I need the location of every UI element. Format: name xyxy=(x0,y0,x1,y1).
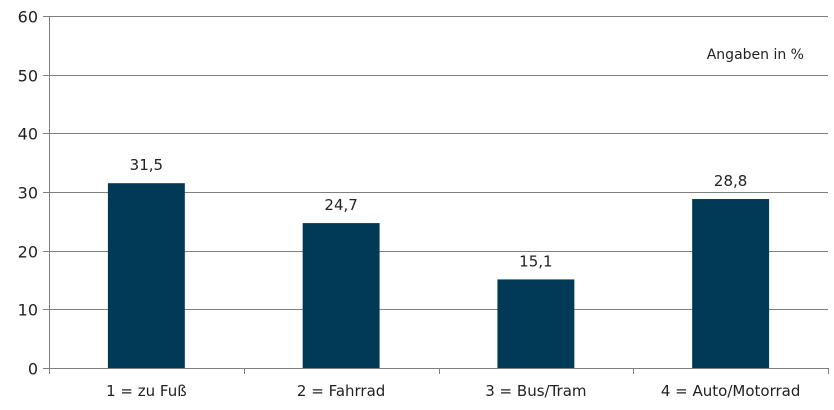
bar xyxy=(497,279,575,368)
bar-value-label: 28,8 xyxy=(714,172,747,190)
y-tick-label: 40 xyxy=(18,125,38,144)
labels: 0 10 20 30 40 50 60 31,5 1 = zu Fuß 24,7 2 = Fahrr… xyxy=(18,8,801,401)
bar-value-label: 31,5 xyxy=(130,156,163,174)
y-tick-label: 10 xyxy=(18,301,38,320)
y-tick-label: 30 xyxy=(18,184,38,203)
x-category-label: 3 = Bus/Tram xyxy=(485,382,586,400)
x-category-label: 4 = Auto/Motorrad xyxy=(661,382,801,400)
bar xyxy=(692,199,770,368)
y-tick-label: 60 xyxy=(18,8,38,27)
x-category-label: 2 = Fahrrad xyxy=(297,382,385,400)
bar xyxy=(302,223,380,368)
y-tick-label: 50 xyxy=(18,67,38,86)
bar xyxy=(107,183,185,368)
bar-value-label: 15,1 xyxy=(519,252,552,270)
bars xyxy=(107,183,770,368)
bar-value-label: 24,7 xyxy=(324,196,357,214)
y-tick-label: 20 xyxy=(18,243,38,262)
units-note: Angaben in % xyxy=(707,47,804,63)
axes xyxy=(43,16,829,374)
y-tick-label: 0 xyxy=(28,360,38,379)
x-category-label: 1 = zu Fuß xyxy=(106,382,187,400)
